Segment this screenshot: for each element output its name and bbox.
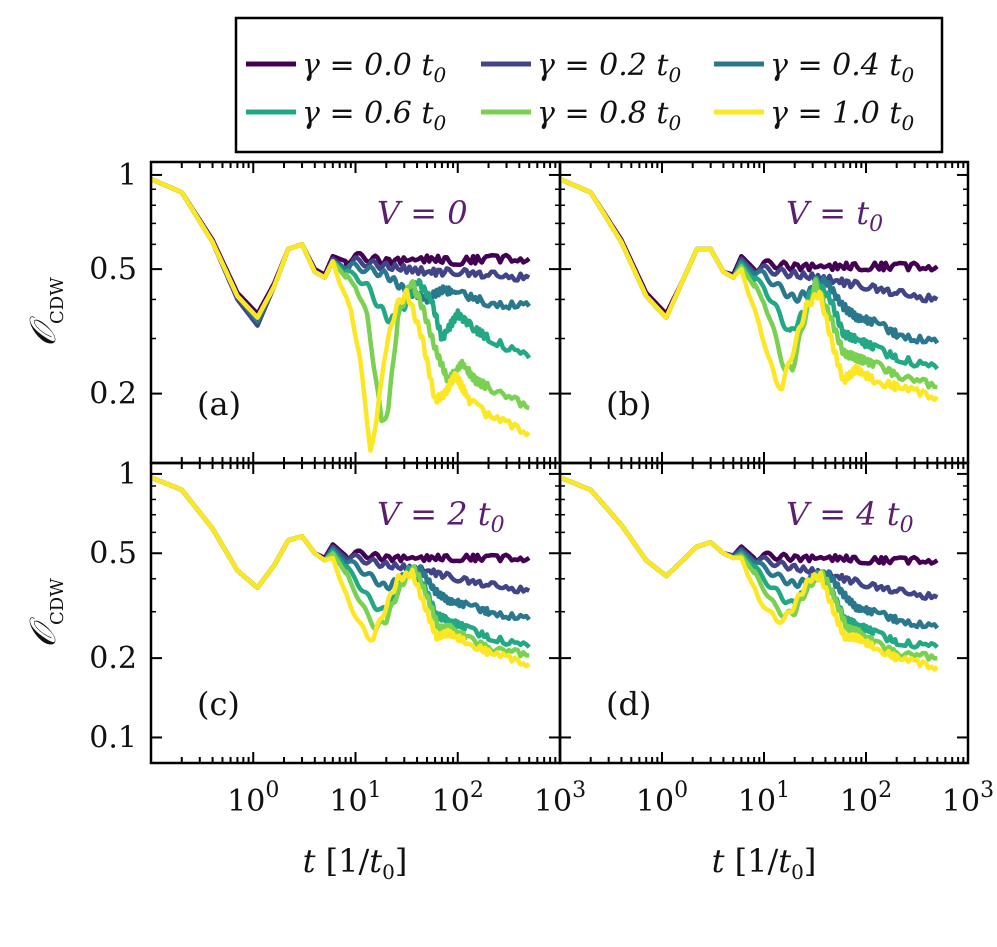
legend-entry: γ = 0.8 t0	[481, 96, 681, 135]
panel-d: 100 101 102 103 (d) V = 4 t0	[558, 461, 994, 819]
series-line-gamma-1	[560, 475, 939, 672]
panels: 1 0.5 0.2 (a) V = 0 (b) V = t0 1 0.5 0.2 0.1 100 101…	[89, 158, 994, 819]
legend-label: γ = 1.0 t0	[770, 96, 914, 135]
series-group	[151, 475, 531, 669]
legend-entry: γ = 0.0 t0	[246, 48, 446, 87]
x-tick-label: 100	[227, 778, 279, 819]
x-tick-label: 103	[534, 778, 586, 819]
panel-tag: (d)	[606, 685, 651, 723]
y-tick-label: 0.5	[89, 536, 137, 571]
series-group	[560, 177, 940, 403]
legend-label: γ = 0.6 t0	[302, 96, 446, 135]
series-line-gamma-0.8	[560, 177, 938, 390]
panel-v-label: V = 0	[377, 194, 468, 232]
series-group	[560, 475, 940, 672]
legend-entry: γ = 0.2 t0	[481, 48, 681, 87]
panel-a: 1 0.5 0.2 (a) V = 0	[89, 158, 562, 465]
legend-entry: γ = 0.4 t0	[714, 48, 914, 87]
y-axis-title: 𝒪CDW	[23, 578, 68, 648]
panel-v-label: V = 4 t0	[786, 495, 914, 538]
x-tick-label: 100	[636, 778, 688, 819]
y-axis-title: 𝒪CDW	[23, 277, 68, 347]
series-line-gamma-1	[560, 177, 939, 403]
y-tick-label: 1	[118, 158, 137, 193]
panel-v-label: V = 2 t0	[377, 495, 505, 538]
x-tick-label: 101	[329, 778, 381, 819]
x-tick-label: 102	[432, 778, 484, 819]
panel-tag: (b)	[606, 385, 651, 423]
legend-label: γ = 0.0 t0	[302, 48, 446, 87]
x-axis-title: t [1/t0]	[712, 842, 817, 884]
legend-label: γ = 0.4 t0	[770, 48, 914, 87]
x-tick-label: 101	[738, 778, 790, 819]
series-group	[151, 177, 532, 453]
legend-entry: γ = 1.0 t0	[714, 96, 914, 135]
legend-label: γ = 0.8 t0	[537, 96, 681, 135]
series-line-gamma-1	[151, 475, 531, 669]
x-tick-label: 103	[942, 778, 994, 819]
y-tick-label: 0.1	[89, 720, 137, 755]
panel-tag: (a)	[197, 385, 241, 423]
legend: γ = 0.0 t0 γ = 0.2 t0 γ = 0.4 t0 γ = 0.6 t0…	[234, 16, 944, 154]
series-line-gamma-0.2	[151, 177, 531, 328]
y-tick-label: 0.2	[89, 377, 137, 412]
y-tick-label: 1	[118, 457, 137, 492]
y-tick-label: 0.2	[89, 641, 137, 676]
series-line-gamma-1	[151, 177, 531, 453]
panel-tag: (c)	[197, 685, 240, 723]
x-axis-title: t [1/t0]	[303, 842, 408, 884]
panel-c: 1 0.5 0.2 0.1 100 101 102 103 (c) V = 2 t0	[89, 457, 586, 819]
y-tick-label: 0.5	[89, 252, 137, 287]
legend-label: γ = 0.2 t0	[537, 48, 681, 87]
series-line-gamma-0.4	[151, 177, 532, 324]
legend-frame	[234, 16, 944, 154]
panel-v-label: V = t0	[786, 194, 883, 237]
x-tick-label: 102	[840, 778, 892, 819]
panel-b: (b) V = t0	[558, 160, 970, 465]
legend-entry: γ = 0.6 t0	[246, 96, 446, 135]
